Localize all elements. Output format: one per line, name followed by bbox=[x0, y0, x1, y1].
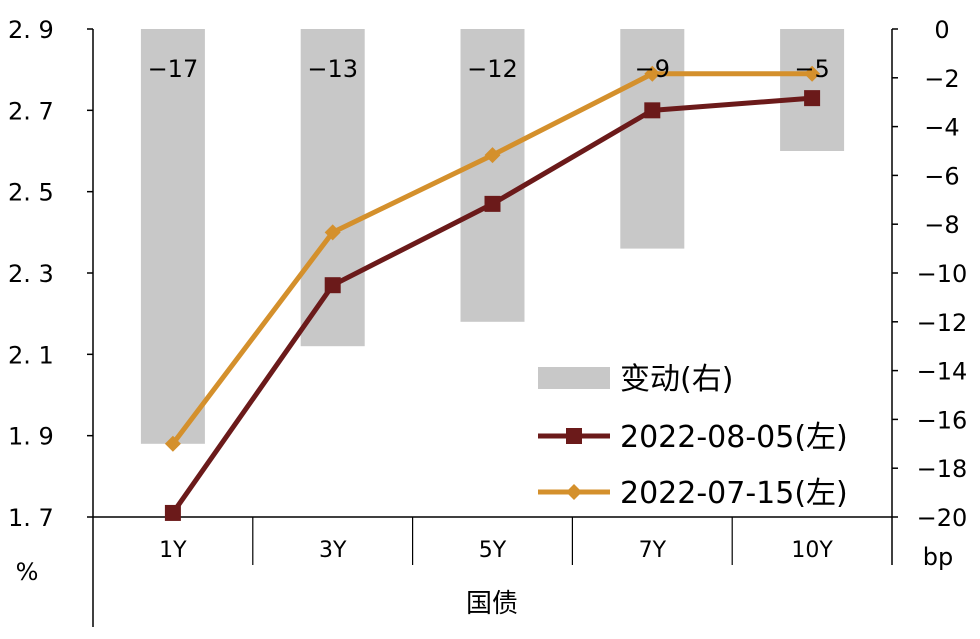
bar-1Y bbox=[140, 29, 205, 444]
right-tick-label: −4 bbox=[924, 114, 959, 142]
legend-marker-series-1 bbox=[566, 428, 582, 444]
left-tick-label: 1. 9 bbox=[8, 423, 54, 451]
series-1-point bbox=[324, 277, 341, 294]
right-tick-label: −6 bbox=[924, 162, 959, 190]
left-tick-label: 2. 7 bbox=[8, 97, 54, 125]
category-label: 3Y bbox=[319, 538, 347, 563]
bar-data-label: −12 bbox=[467, 55, 518, 83]
legend-marker-series-2 bbox=[566, 484, 582, 500]
category-label: 7Y bbox=[639, 538, 667, 563]
left-tick-label: 2. 1 bbox=[8, 341, 54, 369]
right-tick-label: 0 bbox=[934, 16, 949, 44]
axes-layer: 2. 9 2. 7 2. 5 2. 3 2. 1 1. 9 1. 7 0 −2 −4 −6 −8 −10… bbox=[8, 16, 967, 627]
legend-label-series-1: 2022-08-05(左) bbox=[620, 420, 848, 455]
right-tick-label: −10 bbox=[917, 260, 968, 288]
bar-data-label: −9 bbox=[635, 55, 670, 83]
left-tick-label: 2. 3 bbox=[8, 260, 54, 288]
right-tick-label: −2 bbox=[924, 65, 959, 93]
bar-data-label: −17 bbox=[148, 55, 199, 83]
legend: 变动(右) 2022-08-05(左) 2022-07-15(左) bbox=[538, 362, 848, 511]
series-1-point bbox=[804, 90, 821, 107]
right-tick-label: −14 bbox=[917, 358, 968, 386]
right-tick-label: −8 bbox=[924, 211, 959, 239]
bar-data-label: −5 bbox=[794, 55, 829, 83]
category-label: 10Y bbox=[791, 538, 833, 563]
right-axis-unit: bp bbox=[923, 543, 953, 571]
series-2-point bbox=[324, 224, 341, 241]
bars-layer bbox=[140, 29, 845, 444]
right-tick-label: −20 bbox=[917, 504, 968, 532]
bar-5Y bbox=[460, 29, 525, 322]
bar-10Y bbox=[780, 29, 845, 151]
series-1-point bbox=[484, 195, 501, 212]
series-2-point bbox=[644, 65, 661, 82]
bar-7Y bbox=[620, 29, 685, 249]
bar-3Y bbox=[300, 29, 365, 347]
left-tick-label: 2. 9 bbox=[8, 16, 54, 44]
bar-data-label: −13 bbox=[307, 55, 358, 83]
x-axis-title: 国债 bbox=[466, 589, 518, 619]
series-1-point bbox=[644, 102, 661, 119]
category-label: 1Y bbox=[159, 538, 187, 563]
right-tick-label: −18 bbox=[917, 455, 968, 483]
series-1-point bbox=[164, 504, 181, 521]
left-tick-label: 1. 7 bbox=[8, 504, 54, 532]
series-2-point bbox=[164, 435, 181, 452]
legend-swatch-bars bbox=[538, 367, 610, 389]
series-2-point bbox=[484, 147, 501, 164]
series-2-point bbox=[804, 65, 821, 82]
left-tick-label: 2. 5 bbox=[8, 179, 54, 207]
left-axis-unit: % bbox=[16, 558, 39, 586]
legend-label-series-2: 2022-07-15(左) bbox=[620, 476, 848, 511]
legend-label-bars: 变动(右) bbox=[620, 362, 733, 397]
right-tick-label: −12 bbox=[917, 309, 968, 337]
lines-layer bbox=[164, 65, 821, 521]
bar-labels-layer: −17 −13 −12 −9 −5 bbox=[148, 55, 830, 83]
category-label: 5Y bbox=[479, 538, 507, 563]
right-tick-label: −16 bbox=[917, 406, 968, 434]
